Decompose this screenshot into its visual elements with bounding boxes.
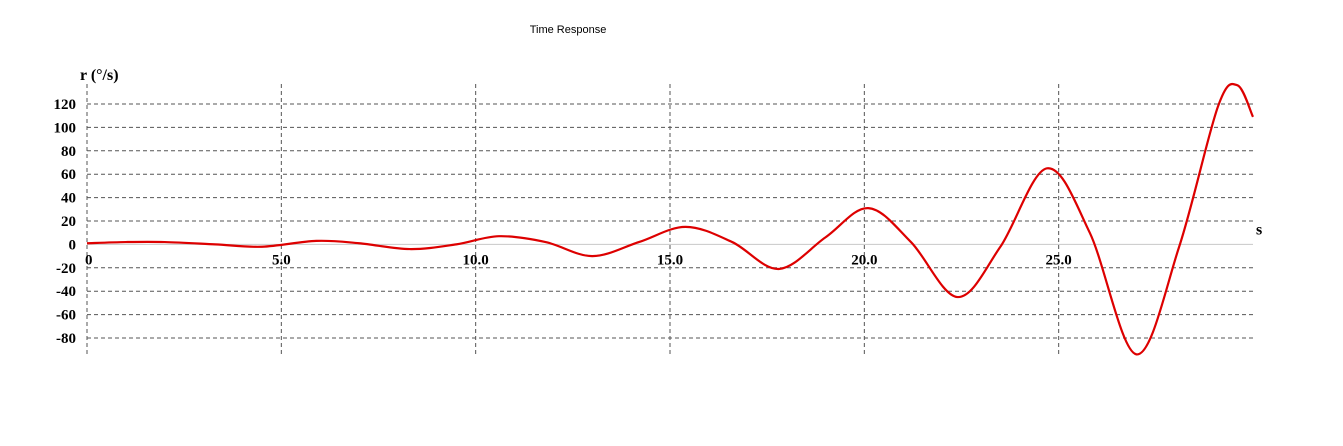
y-tick-label: 20 <box>61 214 76 230</box>
x-tick-label: 15.0 <box>657 252 683 268</box>
y-tick-label: -20 <box>56 261 76 277</box>
y-tick-label: 0 <box>69 237 77 253</box>
y-tick-label: -40 <box>56 284 76 300</box>
x-tick-label: 5.0 <box>272 252 291 268</box>
y-tick-label: 40 <box>61 191 76 207</box>
y-axis-label: r (°/s) <box>80 67 119 84</box>
y-tick-label: 100 <box>54 120 77 136</box>
y-tick-label: 120 <box>54 97 77 113</box>
y-tick-label: 60 <box>61 167 76 183</box>
x-tick-label: 0 <box>85 252 93 268</box>
y-tick-label: -60 <box>56 308 76 324</box>
x-axis-label: s <box>1256 221 1262 238</box>
y-tick-label: -80 <box>56 331 76 347</box>
x-tick-label: 25.0 <box>1046 252 1072 268</box>
x-tick-label: 10.0 <box>463 252 489 268</box>
series-line <box>86 82 1255 356</box>
y-tick-label: 80 <box>61 144 76 160</box>
x-tick-label: 20.0 <box>851 252 877 268</box>
chart-title: Time Response <box>529 24 607 36</box>
